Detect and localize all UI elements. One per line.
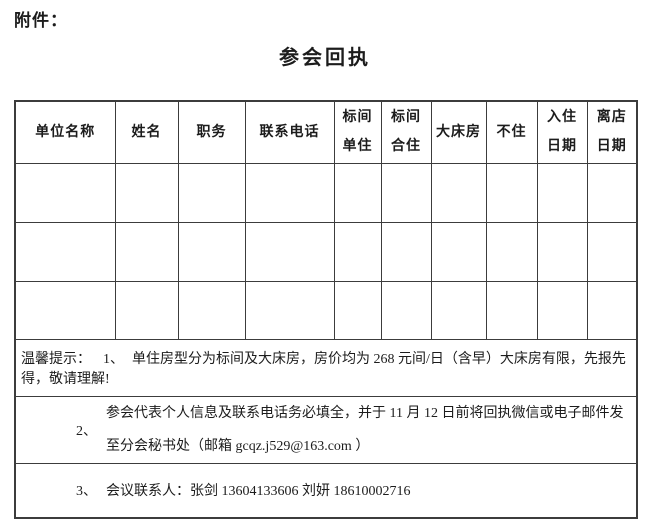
column-header-position: 职务 (177, 100, 246, 164)
note-2-text: 参会代表个人信息及联系电话务必填全，并于 11 月 12 日前将回执微信或电子邮… (106, 405, 624, 454)
column-header-phone: 联系电话 (244, 100, 335, 164)
table-cell[interactable] (586, 162, 638, 223)
table-cell[interactable] (536, 221, 588, 282)
note-row-tips: 温馨提示： 1、 单住房型分为标间及大床房，房价均为 268 元间/日（含早）大床房… (14, 338, 638, 397)
table-row (14, 162, 638, 223)
table-cell[interactable] (586, 280, 638, 340)
table-cell[interactable] (536, 162, 588, 223)
note-cell: 3、 会议联系人：张剑 13604133606 刘妍 18610002716 (14, 462, 638, 519)
table-cell[interactable] (14, 280, 116, 340)
table-cell[interactable] (485, 162, 538, 223)
table-row (14, 280, 638, 340)
table-cell[interactable] (430, 162, 487, 223)
table-cell[interactable] (485, 221, 538, 282)
table-cell[interactable] (244, 162, 335, 223)
note-cell: 2、 参会代表个人信息及联系电话务必填全，并于 11 月 12 日前将回执微信或… (14, 395, 638, 464)
table-cell[interactable] (430, 280, 487, 340)
table-cell[interactable] (430, 221, 487, 282)
column-header-no-stay: 不住 (485, 100, 538, 164)
table-cell[interactable] (485, 280, 538, 340)
header-row: 单位名称 姓名 职务 联系电话 标间 单住 标间 合住 大床房 不住 入住 日期… (14, 100, 638, 164)
note-3-number: 3、 (76, 484, 97, 500)
table-cell[interactable] (14, 221, 116, 282)
column-header-king-room: 大床房 (430, 100, 487, 164)
table-cell[interactable] (333, 162, 382, 223)
table-cell[interactable] (177, 221, 246, 282)
table-cell[interactable] (244, 221, 335, 282)
column-header-checkout-date: 离店 日期 (586, 100, 638, 164)
note-cell: 温馨提示： 1、 单住房型分为标间及大床房，房价均为 268 元间/日（含早）大床房… (14, 338, 638, 397)
note-row-3: 3、 会议联系人：张剑 13604133606 刘妍 18610002716 (14, 462, 638, 519)
table-cell[interactable] (244, 280, 335, 340)
table-cell[interactable] (380, 162, 432, 223)
table-cell[interactable] (380, 221, 432, 282)
table-cell[interactable] (586, 221, 638, 282)
column-header-std-room-single: 标间 单住 (333, 100, 382, 164)
table-cell[interactable] (114, 162, 179, 223)
table-cell[interactable] (536, 280, 588, 340)
reply-form-table: 单位名称 姓名 职务 联系电话 标间 单住 标间 合住 大床房 不住 入住 日期… (14, 100, 638, 519)
column-header-std-room-shared: 标间 合住 (380, 100, 432, 164)
table-cell[interactable] (333, 280, 382, 340)
column-header-checkin-date: 入住 日期 (536, 100, 588, 164)
attachment-label: 附件： (14, 11, 68, 30)
column-header-unit-name: 单位名称 (14, 100, 116, 164)
table-cell[interactable] (114, 280, 179, 340)
note-2-number: 2、 (76, 423, 97, 439)
table-cell[interactable] (114, 221, 179, 282)
note-row-2: 2、 参会代表个人信息及联系电话务必填全，并于 11 月 12 日前将回执微信或… (14, 395, 638, 464)
page-title: 参会回执 (279, 47, 371, 69)
note-1-number: 1、 (103, 351, 124, 367)
note-1-text: 单住房型分为标间及大床房，房价均为 268 元间/日（含早）大床房有限，先报先得… (21, 351, 626, 387)
table-cell[interactable] (177, 162, 246, 223)
column-header-name: 姓名 (114, 100, 179, 164)
table-cell[interactable] (333, 221, 382, 282)
table-cell[interactable] (14, 162, 116, 223)
note-tips-prefix: 温馨提示： (21, 351, 91, 367)
table-row (14, 221, 638, 282)
note-3-text: 会议联系人：张剑 13604133606 刘妍 18610002716 (106, 484, 411, 500)
table-cell[interactable] (177, 280, 246, 340)
table-cell[interactable] (380, 280, 432, 340)
